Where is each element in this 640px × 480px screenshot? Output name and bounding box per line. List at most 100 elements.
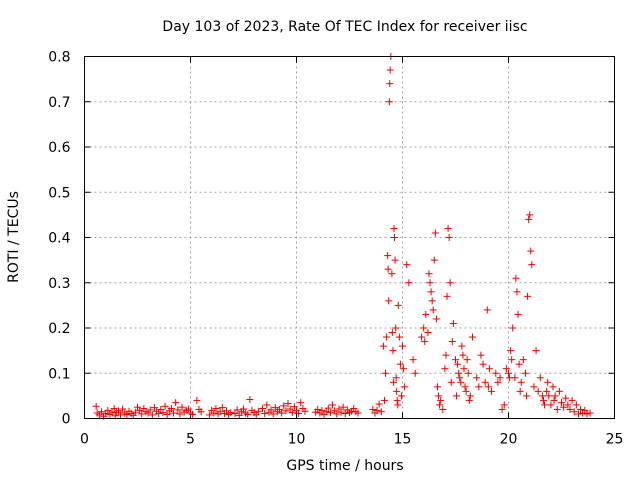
data-point: [193, 396, 201, 404]
data-point: [259, 405, 267, 413]
data-point: [544, 378, 552, 386]
data-point: [527, 247, 535, 255]
data-point: [458, 342, 466, 350]
data-point: [119, 405, 127, 413]
data-point: [390, 378, 398, 386]
data-point: [409, 356, 417, 364]
data-point: [267, 406, 275, 414]
data-point: [545, 392, 553, 400]
data-point: [235, 411, 243, 419]
data-point: [505, 369, 512, 377]
axis-ticks: 0 5 10 15 20 25 0 0.1 0.2 0.3 0.4 0.5 0.6 0.7 0.8: [48, 50, 623, 448]
data-point: [138, 410, 146, 418]
data-point: [114, 407, 122, 415]
data-point: [382, 369, 390, 377]
data-point: [314, 405, 322, 413]
data-point: [223, 407, 231, 415]
data-point: [566, 405, 574, 413]
data-point: [280, 402, 288, 410]
data-point: [446, 279, 454, 287]
data-point: [526, 211, 534, 219]
data-point: [422, 310, 430, 318]
data-point: [427, 288, 435, 296]
data-point: [496, 374, 504, 382]
data-point: [532, 347, 540, 355]
data-point: [393, 396, 401, 404]
y-tick-label: 0.3: [48, 276, 70, 292]
data-point: [233, 406, 241, 414]
data-point: [373, 406, 381, 414]
data-point: [430, 256, 438, 264]
y-tick-label: 0.6: [48, 140, 70, 156]
data-point: [178, 403, 186, 411]
data-point: [97, 408, 105, 416]
data-point: [457, 378, 465, 386]
data-point: [388, 329, 396, 337]
data-point: [322, 408, 330, 416]
data-point: [384, 265, 392, 273]
data-point: [150, 404, 158, 412]
data-point: [425, 270, 433, 278]
x-tick-label: 20: [500, 432, 518, 448]
data-point: [176, 410, 184, 418]
data-point: [483, 306, 491, 314]
data-point: [453, 392, 461, 400]
data-point: [536, 374, 544, 382]
data-point: [435, 392, 443, 400]
data-point: [252, 411, 260, 419]
data-points: [92, 53, 594, 420]
data-point: [507, 347, 515, 355]
data-point: [521, 369, 529, 377]
data-point: [324, 404, 332, 412]
data-point: [155, 410, 163, 418]
data-point: [581, 406, 589, 414]
data-point: [477, 351, 485, 359]
data-point: [570, 408, 578, 416]
data-point: [337, 408, 345, 416]
data-point: [110, 405, 118, 413]
x-tick-label: 0: [80, 432, 89, 448]
data-point: [288, 409, 296, 417]
data-point: [464, 369, 472, 377]
data-point: [388, 270, 396, 278]
data-point: [550, 396, 558, 404]
plot-frame: [84, 56, 615, 419]
data-point: [170, 409, 178, 417]
data-point: [429, 306, 437, 314]
data-point: [389, 347, 397, 355]
y-axis-label: ROTI / TECUs: [6, 191, 22, 283]
data-point: [443, 292, 451, 300]
data-point: [488, 387, 496, 395]
data-point: [452, 356, 459, 364]
data-point: [461, 383, 469, 391]
data-point: [418, 333, 426, 341]
data-point: [494, 378, 502, 386]
data-point: [479, 360, 487, 368]
data-point: [555, 387, 563, 395]
data-point: [210, 409, 218, 417]
data-point: [442, 351, 450, 359]
data-point: [174, 406, 182, 414]
data-point: [384, 252, 392, 260]
data-point: [574, 410, 582, 418]
data-point: [240, 405, 247, 413]
data-point: [431, 229, 439, 237]
data-point: [426, 279, 434, 287]
data-point: [197, 408, 205, 416]
data-point: [441, 365, 449, 373]
data-point: [385, 297, 393, 305]
data-point: [514, 310, 522, 318]
data-point: [395, 333, 403, 341]
data-point: [380, 396, 388, 404]
data-point: [400, 365, 408, 373]
data-point: [468, 333, 476, 341]
data-point: [263, 401, 271, 409]
data-point: [339, 403, 347, 411]
data-point: [386, 80, 394, 88]
x-tick-label: 10: [288, 432, 306, 448]
data-point: [326, 409, 334, 417]
data-point: [386, 66, 394, 74]
data-point: [244, 410, 252, 418]
data-point: [562, 394, 570, 402]
